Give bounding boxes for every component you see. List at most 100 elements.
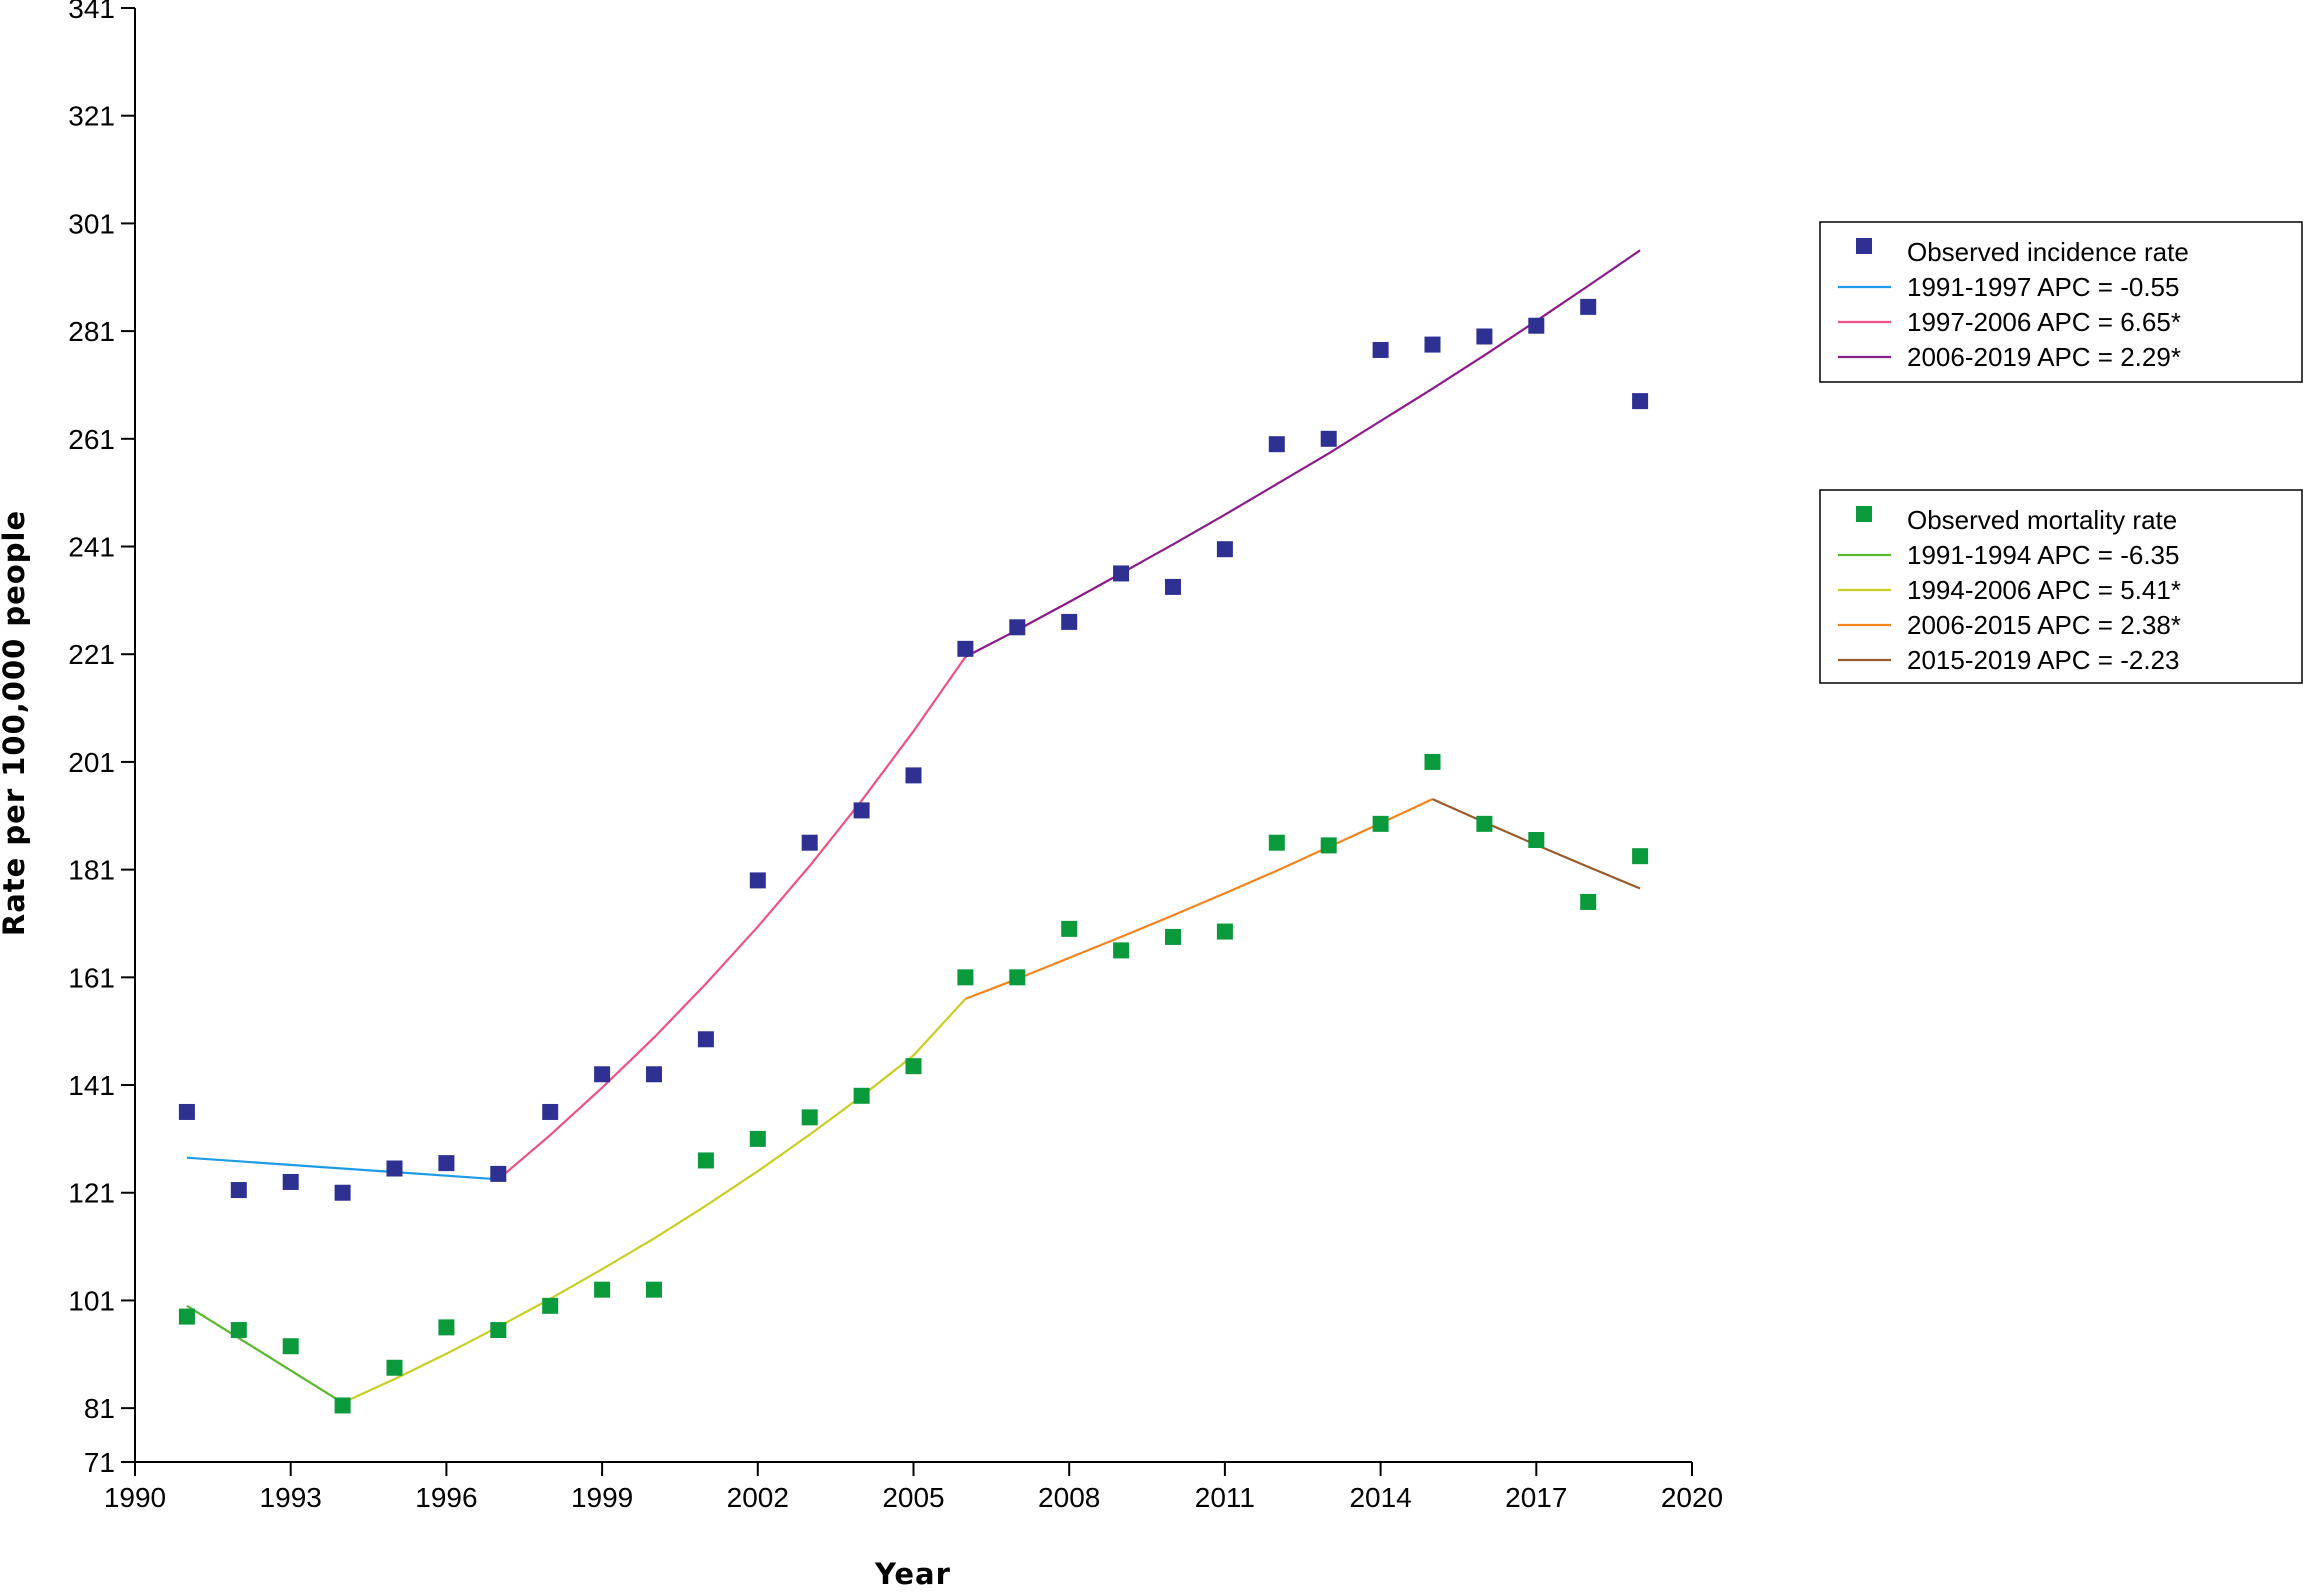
data-point (594, 1281, 611, 1298)
trend-line (342, 998, 967, 1404)
legend-label: 1991-1994 APC = -6.35 (1907, 540, 2179, 570)
data-point (1061, 920, 1078, 937)
x-tick-label: 2002 (727, 1482, 789, 1513)
trend-lines (186, 249, 1641, 1404)
x-tick-label: 2020 (1661, 1482, 1723, 1513)
data-point (542, 1103, 559, 1120)
y-tick-label: 181 (68, 855, 115, 886)
y-tick-label: 321 (68, 101, 115, 132)
data-point (957, 969, 974, 986)
x-tick-label: 2014 (1349, 1482, 1411, 1513)
data-point (646, 1281, 662, 1298)
x-axis-ticks: 1990 1993 1996 1999 2002 2005 2008 2011 2014 2017… (104, 1462, 1723, 1513)
y-tick-label: 301 (68, 208, 115, 239)
data-point (1216, 923, 1233, 940)
data-point (853, 1087, 870, 1104)
data-point (749, 872, 766, 889)
y-tick-label: 141 (68, 1070, 115, 1101)
data-point (230, 1322, 247, 1339)
data-point (1165, 928, 1181, 945)
data-point (1580, 893, 1597, 910)
data-point (957, 640, 974, 657)
data-point (1632, 393, 1649, 410)
data-points (178, 298, 1649, 1414)
data-point (438, 1319, 455, 1336)
data-point (1320, 837, 1337, 854)
y-tick-label: 241 (68, 532, 115, 563)
data-point (749, 1130, 766, 1147)
y-tick-label: 201 (68, 747, 115, 778)
y-tick-label: 71 (84, 1447, 115, 1478)
y-tick-label: 121 (68, 1178, 115, 1209)
legend-label: Observed incidence rate (1907, 237, 2189, 267)
y-tick-label: 101 (68, 1285, 115, 1316)
data-point (1528, 832, 1545, 849)
data-point (801, 1109, 818, 1126)
data-point (1165, 578, 1181, 595)
legend-marker (1856, 506, 1872, 522)
data-point (282, 1338, 299, 1355)
data-point (282, 1173, 299, 1190)
legend-label: 1991-1997 APC = -0.55 (1907, 272, 2179, 302)
data-point (178, 1308, 195, 1325)
data-point (438, 1155, 455, 1172)
data-point (1009, 969, 1026, 986)
x-tick-label: 2011 (1195, 1482, 1255, 1513)
data-point (386, 1359, 403, 1376)
data-point (1268, 436, 1285, 453)
data-point (1372, 341, 1389, 358)
legend-label: 2006-2015 APC = 2.38* (1907, 610, 2181, 640)
trend-line (497, 656, 967, 1181)
y-tick-label: 341 (68, 0, 115, 24)
y-tick-label: 161 (68, 962, 115, 993)
data-point (1424, 753, 1441, 770)
data-point (542, 1297, 559, 1314)
x-tick-label: 1993 (260, 1482, 322, 1513)
legend-label: 1994-2006 APC = 5.41* (1907, 575, 2181, 605)
data-point (905, 1058, 922, 1075)
data-point (334, 1184, 351, 1201)
legend: Observed mortality rate 1991-1994 APC = -… (1819, 489, 2303, 684)
data-point (1528, 317, 1545, 334)
data-point (594, 1066, 611, 1083)
y-axis-title: Rate per 100,000 people (0, 510, 31, 936)
y-tick-label: 261 (68, 424, 115, 455)
x-tick-label: 1999 (571, 1482, 633, 1513)
data-point (1061, 613, 1078, 630)
legend-marker (1856, 238, 1872, 254)
data-point (905, 767, 922, 784)
data-point (386, 1160, 403, 1177)
data-point (1632, 848, 1649, 865)
legends: Observed incidence rate 1991-1997 APC = -… (1819, 221, 2303, 684)
data-point (1268, 834, 1285, 851)
data-point (1372, 815, 1389, 832)
x-tick-label: 2008 (1038, 1482, 1100, 1513)
data-point (697, 1031, 714, 1048)
data-point (230, 1182, 247, 1199)
trend-line (965, 798, 1433, 1000)
legend-label: 1997-2006 APC = 6.65* (1907, 307, 2181, 337)
data-point (334, 1397, 351, 1414)
legend-box (1819, 221, 2303, 383)
trend-line (186, 1304, 344, 1404)
data-point (697, 1152, 714, 1169)
trend-line (964, 249, 1641, 658)
data-point (1009, 619, 1026, 636)
data-point (178, 1103, 195, 1120)
x-tick-label: 1996 (415, 1482, 477, 1513)
data-point (1113, 942, 1130, 959)
legend-label: 2015-2019 APC = -2.23 (1907, 645, 2179, 675)
legend-label: Observed mortality rate (1907, 505, 2177, 535)
y-tick-label: 81 (84, 1393, 115, 1424)
x-tick-label: 2017 (1505, 1482, 1567, 1513)
legend-box (1819, 489, 2303, 684)
x-tick-label: 2005 (882, 1482, 944, 1513)
data-point (1476, 815, 1493, 832)
y-axis-ticks: 71 81 101 121 141 161 181 201 221 241 261 281 301 321… (68, 0, 135, 1478)
trend-line (186, 1156, 499, 1181)
y-tick-label: 221 (68, 639, 115, 670)
data-point (801, 834, 818, 851)
x-tick-label: 1990 (104, 1482, 166, 1513)
data-point (646, 1066, 662, 1083)
